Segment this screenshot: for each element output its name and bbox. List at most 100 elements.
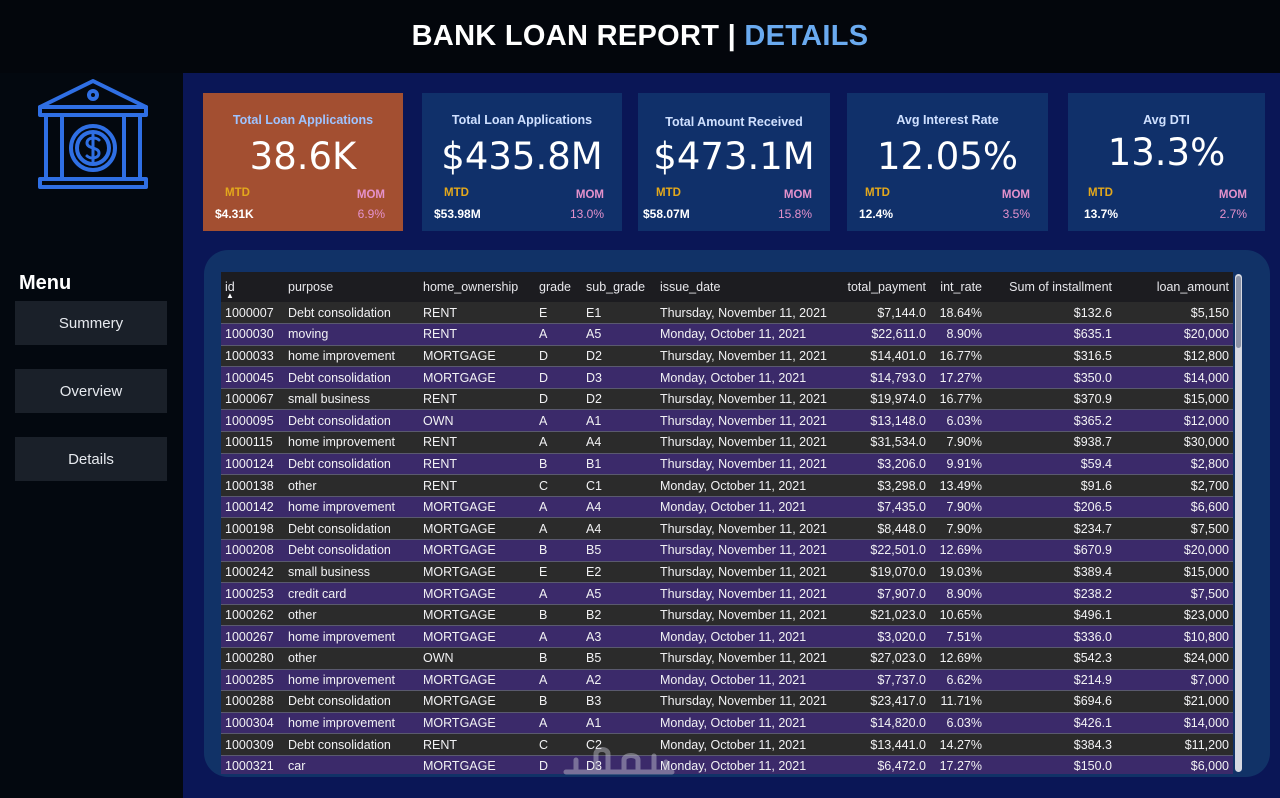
cell-installment: $214.9: [986, 669, 1116, 692]
cell-installment: $132.6: [986, 302, 1116, 325]
cell-purpose: credit card: [284, 582, 419, 605]
cell-id: 1000095: [221, 409, 284, 433]
cell-purpose: Debt consolidation: [284, 302, 419, 325]
column-header-int-rate[interactable]: int_rate: [940, 280, 982, 294]
cell-installment: $670.9: [986, 539, 1116, 562]
column-header-loan-amount[interactable]: loan_amount: [1156, 280, 1229, 294]
table-row[interactable]: 1000138 other RENT C C1 Monday, October 11, 2…: [221, 474, 1233, 497]
table-body: 1000007 Debt consolidation RENT E E1 Thursday…: [221, 302, 1233, 774]
table-row[interactable]: 1000124 Debt consolidation RENT B B1 Thursday…: [221, 453, 1233, 476]
cell-issue-date: Monday, October 11, 2021: [656, 755, 832, 774]
column-header-id[interactable]: id ▲: [221, 272, 284, 302]
cell-total-payment: $22,501.0: [832, 539, 930, 562]
cell-grade: A: [535, 669, 582, 692]
cell-int-rate: 18.64%: [930, 302, 986, 325]
table-row[interactable]: 1000253 credit card MORTGAGE A A5 Thursday, N…: [221, 582, 1233, 605]
kpi-card-avg-interest-rate[interactable]: Avg Interest Rate 12.05% MTD MOM 12.4% 3…: [847, 93, 1048, 231]
column-header-issue-date[interactable]: issue_date: [660, 280, 721, 294]
cell-issue-date: Thursday, November 11, 2021: [656, 388, 832, 411]
cell-int-rate: 7.90%: [930, 496, 986, 519]
scrollbar-thumb[interactable]: [1236, 276, 1241, 348]
table-row[interactable]: 1000115 home improvement RENT A A4 Thursday, …: [221, 431, 1233, 454]
cell-grade: B: [535, 690, 582, 713]
table-row[interactable]: 1000045 Debt consolidation MORTGAGE D D3 Mond…: [221, 366, 1233, 389]
cell-installment: $389.4: [986, 561, 1116, 584]
cell-int-rate: 6.03%: [930, 712, 986, 735]
kpi-card-avg-dti[interactable]: Avg DTI 13.3% MTD MOM 13.7% 2.7%: [1068, 93, 1265, 231]
table-row[interactable]: 1000321 car MORTGAGE D D3 Monday, October 11,…: [221, 755, 1233, 774]
cell-total-payment: $19,974.0: [832, 388, 930, 411]
kpi-mom-label: MOM: [575, 189, 604, 201]
table-row[interactable]: 1000030 moving RENT A A5 Monday, October 11, …: [221, 323, 1233, 346]
kpi-card-total-loan-applications[interactable]: Total Loan Applications 38.6K MTD MOM $4…: [203, 93, 403, 231]
cell-id: 1000198: [221, 517, 284, 541]
cell-loan-amount: $30,000: [1116, 431, 1233, 454]
cell-installment: $316.5: [986, 345, 1116, 368]
menu-button-details[interactable]: Details: [15, 437, 167, 481]
cell-loan-amount: $10,800: [1116, 625, 1233, 648]
cell-purpose: other: [284, 474, 419, 497]
column-header-sub-grade[interactable]: sub_grade: [586, 280, 646, 294]
cell-installment: $370.9: [986, 388, 1116, 411]
table-scrollbar[interactable]: [1235, 274, 1242, 772]
table-row[interactable]: 1000142 home improvement MORTGAGE A A4 Monday…: [221, 496, 1233, 519]
column-header-purpose[interactable]: purpose: [288, 280, 334, 294]
cell-int-rate: 17.27%: [930, 755, 986, 774]
cell-sub-grade: D3: [582, 366, 656, 389]
cell-purpose: Debt consolidation: [284, 409, 419, 433]
cell-int-rate: 7.90%: [930, 517, 986, 541]
cell-total-payment: $21,023.0: [832, 604, 930, 627]
cell-grade: B: [535, 453, 582, 476]
cell-total-payment: $31,534.0: [832, 431, 930, 454]
details-table-scroll[interactable]: id ▲ purpose home_ownership grade sub_gra…: [221, 272, 1233, 774]
kpi-card-total-loan-amount[interactable]: Total Loan Applications $435.8M MTD MOM …: [422, 93, 622, 231]
menu-button-overview[interactable]: Overview: [15, 369, 167, 413]
table-row[interactable]: 1000208 Debt consolidation MORTGAGE B B5 Thur…: [221, 539, 1233, 562]
cell-issue-date: Monday, October 11, 2021: [656, 712, 832, 735]
title-main: BANK LOAN REPORT |: [411, 20, 745, 52]
cell-issue-date: Thursday, November 11, 2021: [656, 517, 832, 541]
table-row[interactable]: 1000262 other MORTGAGE B B2 Thursday, Novembe…: [221, 604, 1233, 627]
cell-total-payment: $7,435.0: [832, 496, 930, 519]
table-row[interactable]: 1000198 Debt consolidation MORTGAGE A A4 Thur…: [221, 517, 1233, 541]
table-row[interactable]: 1000033 home improvement MORTGAGE D D2 Thursd…: [221, 345, 1233, 368]
cell-installment: $91.6: [986, 474, 1116, 497]
cell-loan-amount: $24,000: [1116, 647, 1233, 670]
page-title: BANK LOAN REPORT | DETAILS: [412, 20, 869, 53]
cell-id: 1000242: [221, 561, 284, 584]
table-row[interactable]: 1000067 small business RENT D D2 Thursday, No…: [221, 388, 1233, 411]
table-row[interactable]: 1000304 home improvement MORTGAGE A A1 Monday…: [221, 712, 1233, 735]
column-header-total-payment[interactable]: total_payment: [847, 280, 926, 294]
kpi-card-total-amount-received[interactable]: Total Amount Received $473.1M MTD MOM $5…: [638, 93, 830, 231]
cell-loan-amount: $12,800: [1116, 345, 1233, 368]
cell-purpose: home improvement: [284, 625, 419, 648]
cell-purpose: Debt consolidation: [284, 539, 419, 562]
cell-sub-grade: A4: [582, 517, 656, 541]
menu-button-summery[interactable]: Summery: [15, 301, 167, 345]
table-row[interactable]: 1000267 home improvement MORTGAGE A A3 Monday…: [221, 625, 1233, 648]
cell-issue-date: Thursday, November 11, 2021: [656, 647, 832, 670]
column-header-home-ownership[interactable]: home_ownership: [423, 280, 519, 294]
column-header-grade[interactable]: grade: [539, 280, 571, 294]
cell-id: 1000045: [221, 366, 284, 389]
cell-sub-grade: A5: [582, 582, 656, 605]
cell-grade: D: [535, 366, 582, 389]
cell-home-ownership: RENT: [419, 431, 535, 454]
table-row[interactable]: 1000309 Debt consolidation RENT C C2 Monday, …: [221, 733, 1233, 756]
cell-installment: $206.5: [986, 496, 1116, 519]
table-row[interactable]: 1000095 Debt consolidation OWN A A1 Thursday,…: [221, 409, 1233, 433]
table-row[interactable]: 1000285 home improvement MORTGAGE A A2 Monday…: [221, 669, 1233, 692]
kpi-value: $435.8M: [441, 135, 603, 178]
table-row[interactable]: 1000007 Debt consolidation RENT E E1 Thursday…: [221, 302, 1233, 325]
cell-loan-amount: $12,000: [1116, 409, 1233, 433]
cell-purpose: Debt consolidation: [284, 690, 419, 713]
column-header-sum-of-installment[interactable]: Sum of installment: [1009, 280, 1112, 294]
table-row[interactable]: 1000242 small business MORTGAGE E E2 Thursday…: [221, 561, 1233, 584]
cell-purpose: other: [284, 647, 419, 670]
bank-dollar-icon: [38, 79, 148, 189]
table-row[interactable]: 1000288 Debt consolidation MORTGAGE B B3 Thur…: [221, 690, 1233, 713]
table-row[interactable]: 1000280 other OWN B B5 Thursday, November 11,…: [221, 647, 1233, 670]
cell-total-payment: $7,144.0: [832, 302, 930, 325]
kpi-mtd-label: MTD: [225, 187, 250, 199]
cell-purpose: small business: [284, 561, 419, 584]
